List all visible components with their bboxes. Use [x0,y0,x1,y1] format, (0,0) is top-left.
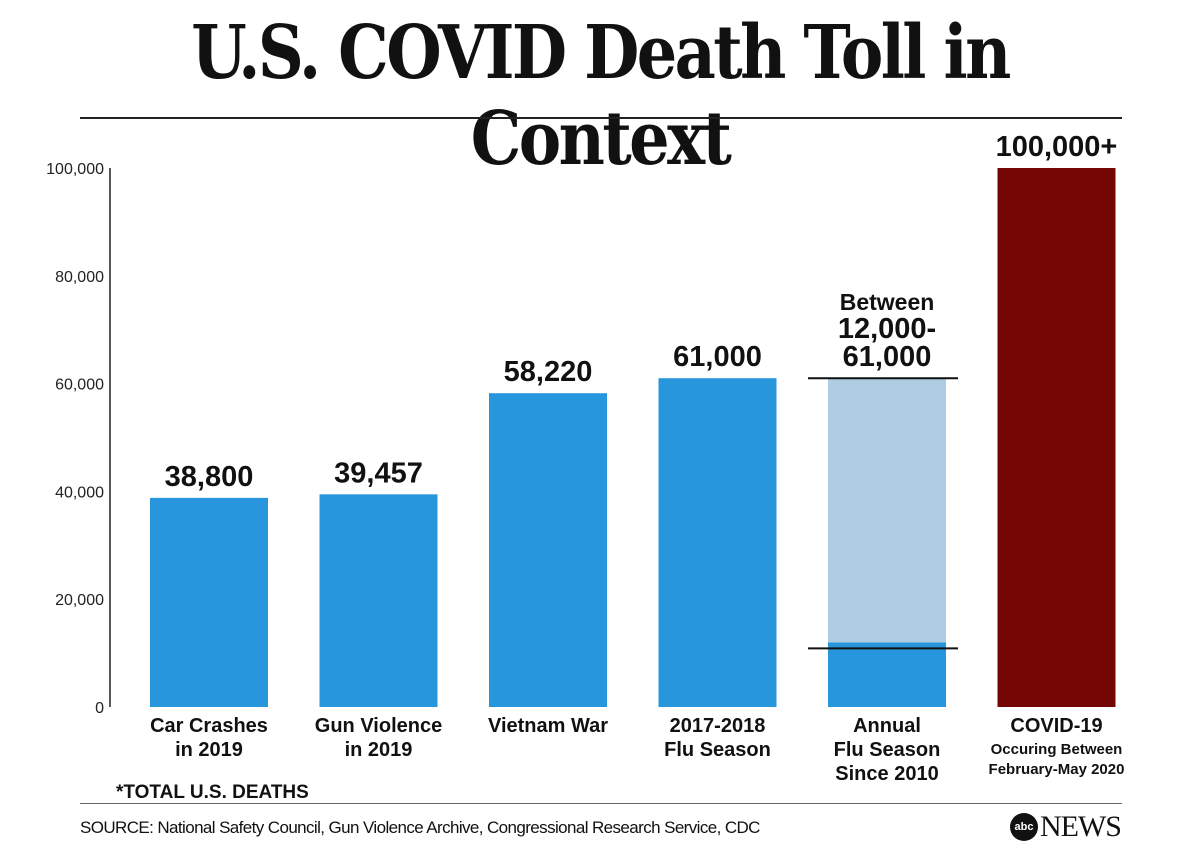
y-tick-label: 80,000 [55,269,104,286]
bar [489,393,607,707]
category-label: Since 2010 [835,763,938,785]
value-label: 39,457 [334,457,423,489]
y-tick-label: 0 [95,700,104,717]
logo-text: NEWS [1040,810,1122,843]
footnote: *TOTAL U.S. DEATHS [116,782,309,803]
category-label: COVID-19 [1010,715,1102,737]
bar [150,497,268,707]
bar-range-segment [828,378,946,643]
value-label: 38,800 [165,461,254,493]
bar [319,494,438,707]
category-label: Gun Violence [315,715,442,737]
value-label: 61,000 [673,341,762,373]
value-label: 61,000 [843,341,932,373]
abc-news-logo: abc NEWS [1010,810,1122,844]
category-label: Car Crashes [150,715,268,737]
title-rule [80,117,1122,119]
source-note: SOURCE: National Safety Council, Gun Vio… [80,818,760,837]
value-label: 58,220 [504,356,593,388]
y-tick-label: 60,000 [55,377,104,394]
y-tick-label: 40,000 [55,484,104,501]
abc-logo-mark: abc [1010,813,1038,841]
category-sublabel: February-May 2020 [989,761,1125,778]
category-sublabel: Occuring Between [991,741,1123,758]
bar-low-segment [828,642,946,707]
bar [658,378,777,707]
chart-title: U.S. COVID Death Toll in Context [191,10,1011,182]
category-label: Annual [853,715,921,737]
y-tick-label: 100,000 [46,161,104,178]
footer-rule [80,803,1122,804]
value-label: 12,000- [838,313,936,345]
category-label: Vietnam War [488,715,608,737]
category-label: in 2019 [175,739,243,761]
category-label: in 2019 [345,739,413,761]
value-label: 100,000+ [996,131,1118,163]
bar [997,168,1116,707]
category-label: 2017-2018 [670,715,766,737]
y-tick-label: 20,000 [55,592,104,609]
category-label: Flu Season [834,739,941,761]
value-label: Between [840,289,935,315]
category-label: Flu Season [664,739,771,761]
